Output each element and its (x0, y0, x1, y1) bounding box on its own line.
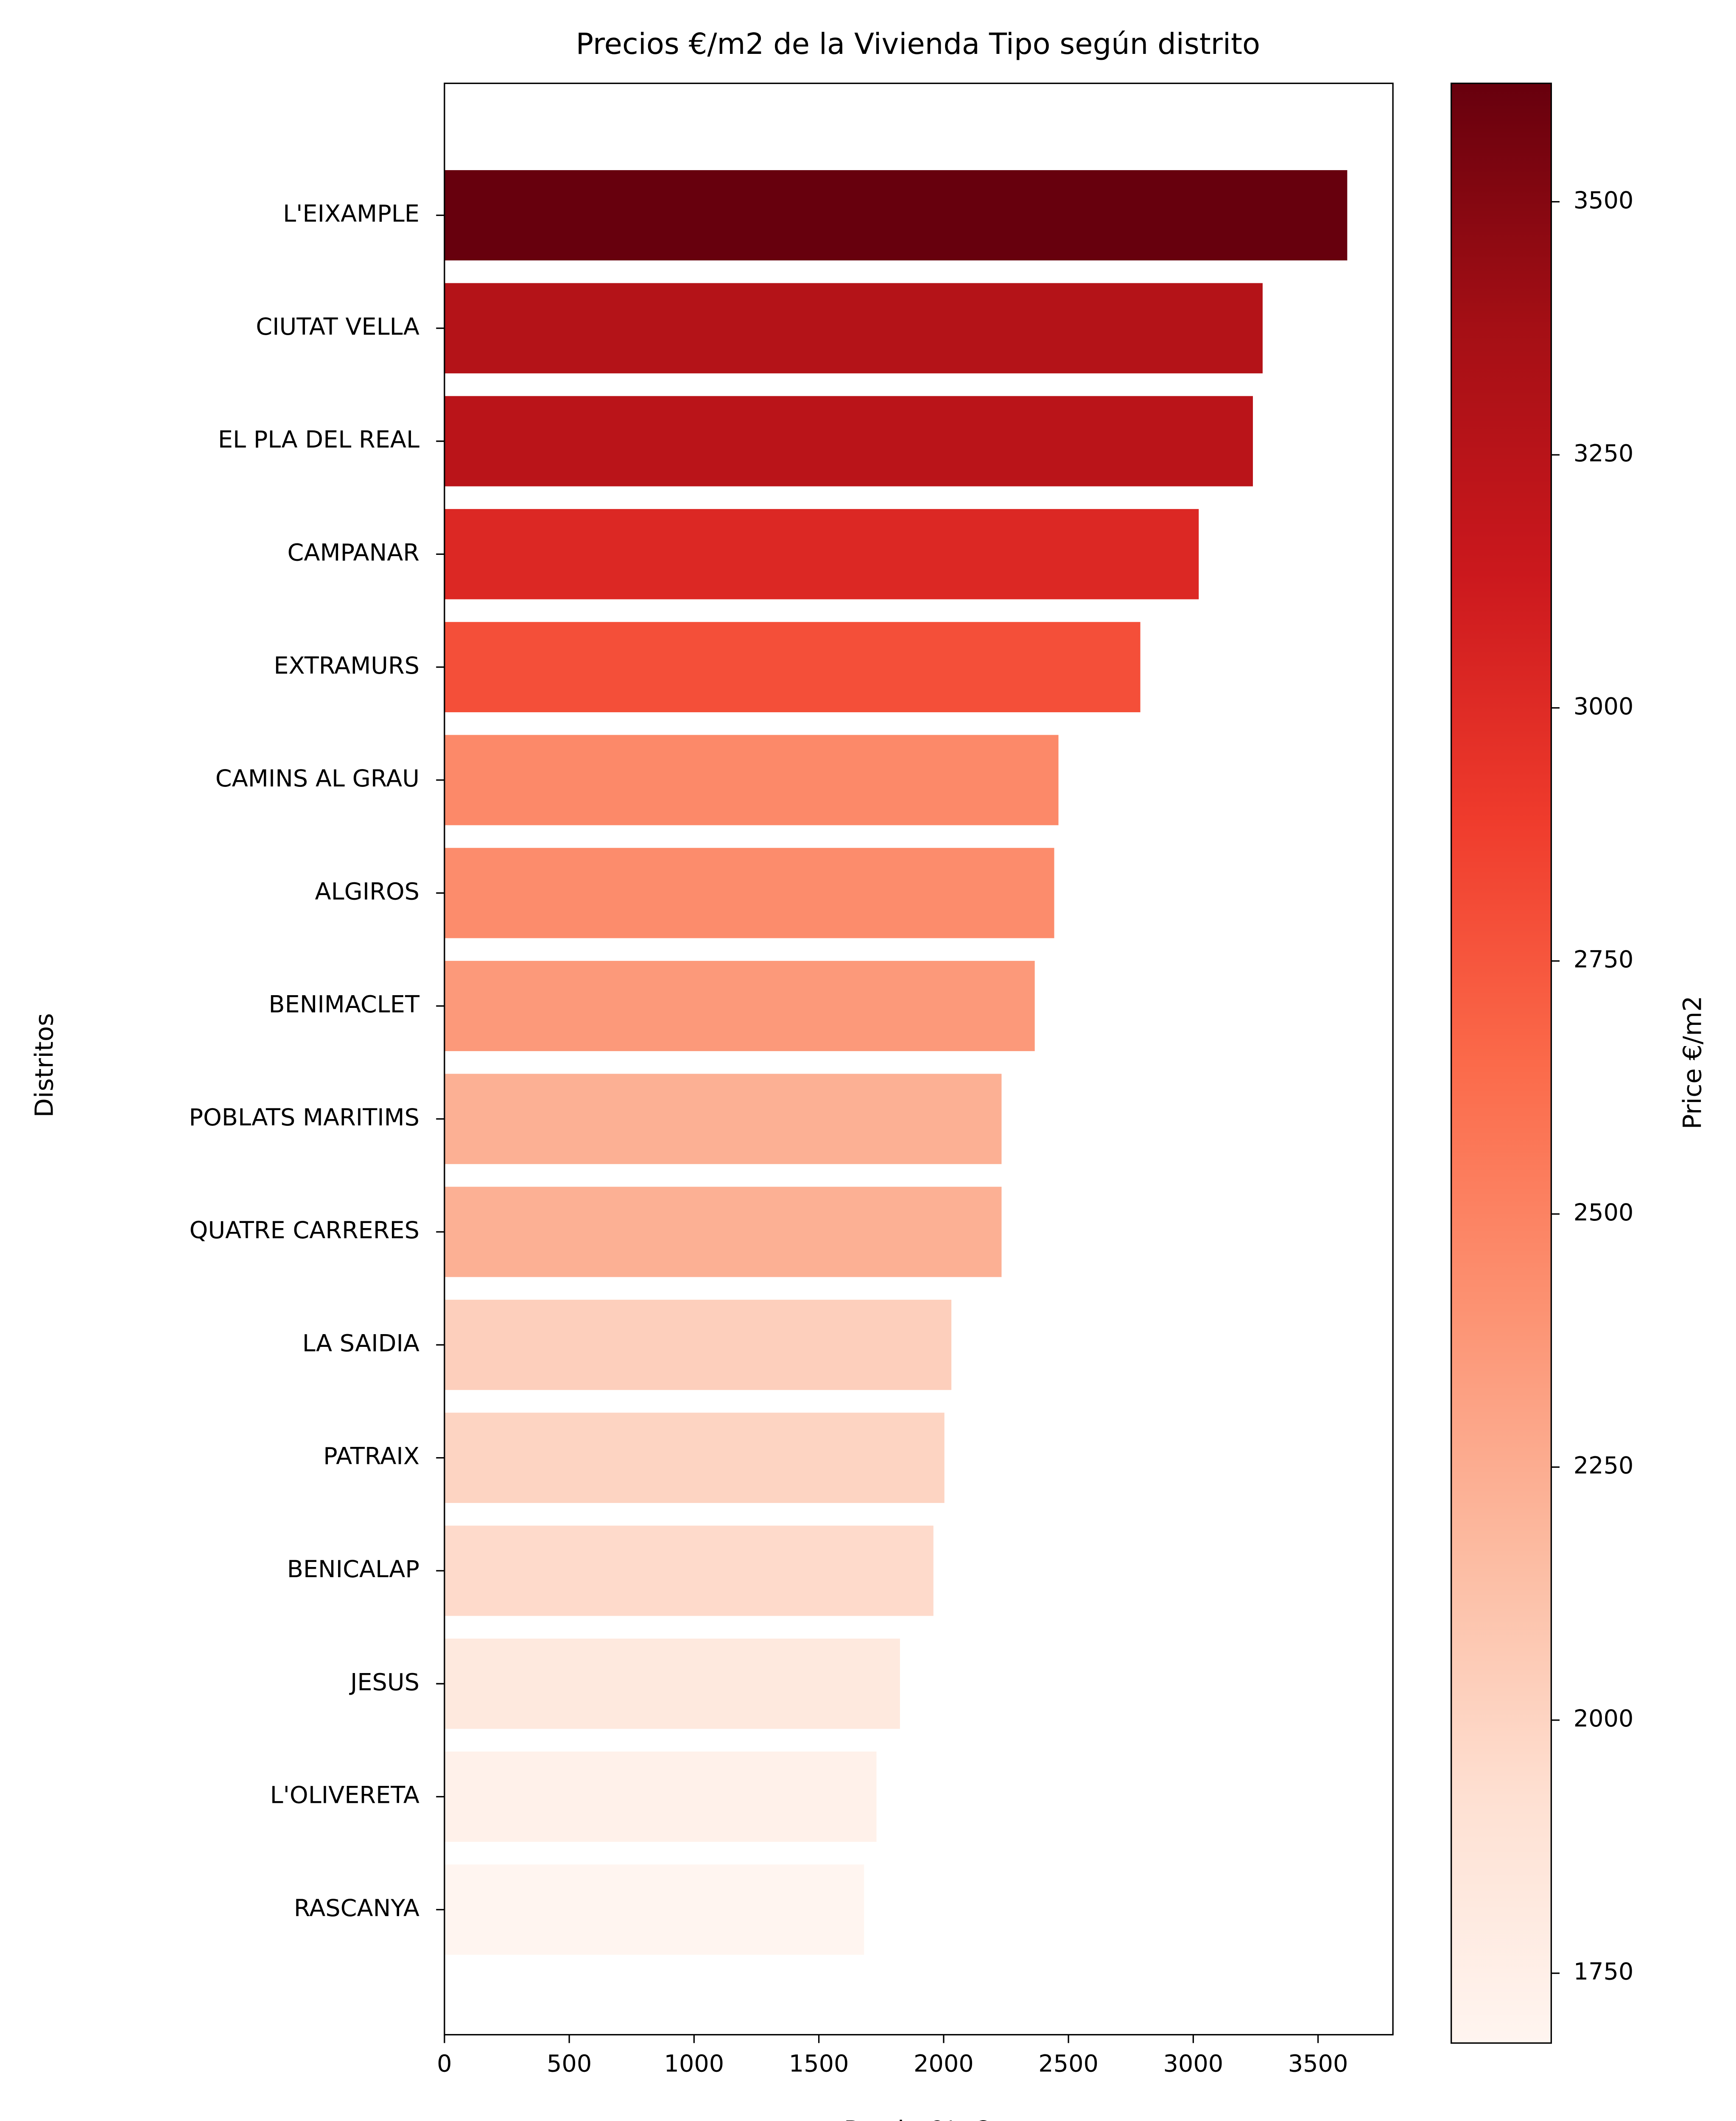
y-tick-label: BENICALAP (287, 1556, 419, 1583)
y-tick-label: POBLATS MARITIMS (189, 1104, 419, 1131)
colorbar (1450, 82, 1552, 2044)
bar (444, 1525, 934, 1616)
y-tick-label: RASCANYA (294, 1894, 419, 1922)
x-tick-label: 1500 (789, 2050, 849, 2078)
x-tick-label: 2000 (914, 2050, 974, 2078)
y-tick-label: ALGIROS (315, 878, 419, 905)
y-tick-label: CIUTAT VELLA (256, 313, 419, 341)
y-tick-label: L'EIXAMPLE (283, 200, 419, 228)
bar (444, 1413, 945, 1503)
bar (444, 1299, 952, 1390)
bar (444, 1186, 1002, 1277)
colorbar-tick-label: 3500 (1574, 187, 1634, 214)
bar (444, 396, 1253, 487)
x-tick-label: 3000 (1163, 2050, 1224, 2078)
bar (444, 961, 1035, 1051)
y-tick-label: EL PLA DEL REAL (218, 426, 419, 453)
y-tick-label: CAMINS AL GRAU (215, 765, 419, 792)
bar (444, 1638, 900, 1729)
bar (444, 1864, 864, 1955)
bar (444, 1752, 877, 1842)
x-tick-label: 0 (437, 2050, 452, 2078)
y-tick-label: PATRAIX (323, 1443, 419, 1470)
y-tick-label: L'OLIVERETA (270, 1782, 419, 1809)
bar (444, 283, 1263, 374)
y-tick-label: QUATRE CARRERES (190, 1217, 419, 1244)
x-tick-label: 2500 (1038, 2050, 1099, 2078)
x-tick-label: 1000 (664, 2050, 724, 2078)
colorbar-tick-label: 2750 (1574, 946, 1634, 973)
y-tick-label: BENIMACLET (268, 991, 420, 1019)
x-tick-label: 500 (547, 2050, 592, 2078)
y-tick-label: JESUS (349, 1668, 419, 1696)
plot-frame (444, 82, 1394, 2036)
bar (444, 170, 1347, 260)
colorbar-tick-label: 2500 (1574, 1199, 1634, 1226)
colorbar-tick-label: 3000 (1574, 693, 1634, 720)
colorbar-label: Price €/m2 (1678, 996, 1707, 1129)
y-tick-label: EXTRAMURS (274, 652, 419, 680)
bar (444, 622, 1141, 713)
y-tick-label: LA SAIDIA (302, 1329, 419, 1357)
x-axis-label: Precio €/m2 (844, 2115, 992, 2121)
y-tick-label: CAMPANAR (288, 539, 419, 566)
bar (444, 1074, 1002, 1164)
colorbar-tick-label: 1750 (1574, 1958, 1634, 1986)
bar (444, 848, 1054, 938)
y-axis-label: Distritos (29, 1013, 59, 1117)
colorbar-tick-label: 2000 (1574, 1705, 1634, 1732)
chart-title: Precios €/m2 de la Vivienda Tipo según d… (576, 27, 1260, 61)
colorbar-tick-label: 2250 (1574, 1452, 1634, 1480)
x-tick-label: 3500 (1288, 2050, 1348, 2078)
colorbar-tick-label: 3250 (1574, 439, 1634, 467)
bar (444, 509, 1199, 599)
bar (444, 735, 1059, 825)
